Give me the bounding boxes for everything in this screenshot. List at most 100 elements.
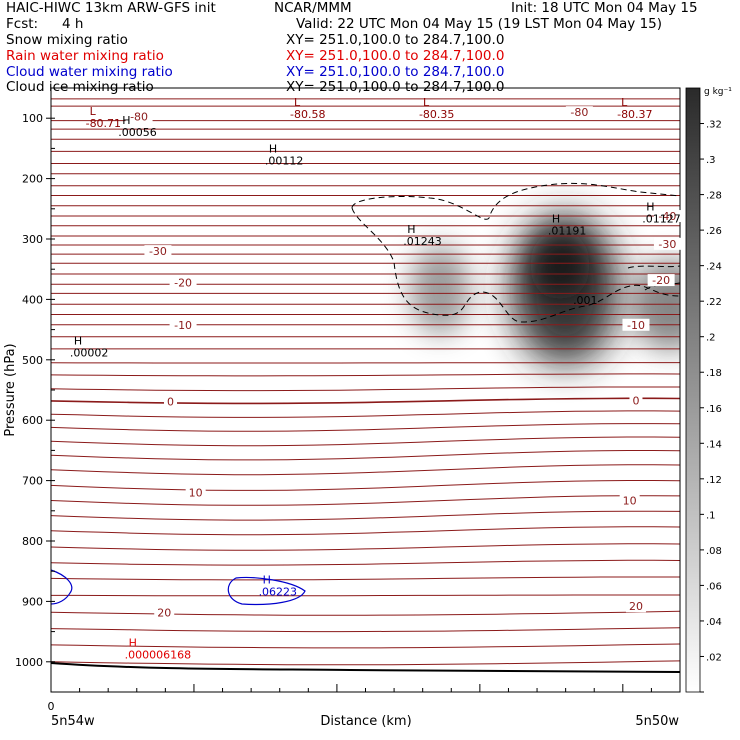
extremum-value: -80.71	[86, 117, 121, 130]
extremum-value: .01191	[548, 225, 587, 238]
y-tick-label: 500	[22, 354, 43, 367]
extremum-value: .00056	[118, 126, 157, 139]
field-name-snow: Snow mixing ratio	[6, 32, 128, 48]
colorbar-tick-label: .02	[706, 652, 722, 663]
y-tick-label: 800	[22, 535, 43, 548]
y-tick-label: 300	[22, 233, 43, 246]
field-xy-snow: XY= 251.0,100.0 to 284.7,100.0	[286, 32, 505, 48]
cloud-water-contour-center	[227, 576, 306, 606]
isotherm-line	[51, 480, 680, 491]
colorbar-tick-label: .18	[706, 368, 722, 379]
colorbar-unit: g kg⁻¹	[704, 87, 732, 97]
x-start-label: 5n54w	[51, 714, 95, 729]
label-backdrop	[629, 394, 643, 407]
isotherm-label: 20	[629, 600, 643, 613]
label-backdrop	[185, 486, 206, 499]
isotherm-label: -40	[658, 210, 676, 223]
snow-contour-label: .001	[573, 294, 598, 307]
pressure-axis: 100 200 300 400 500 600 700 800 900 1000	[15, 112, 55, 669]
extremum-value: .000006168	[125, 649, 191, 662]
isotherm-line	[51, 436, 680, 447]
isotherm-line	[51, 397, 680, 405]
isotherm-line	[51, 423, 680, 432]
extremum-marker: L	[621, 96, 628, 109]
y-tick-label: 900	[22, 595, 43, 608]
extremum-value: .01127	[642, 213, 681, 226]
cloud-ice-shading	[410, 215, 680, 365]
extremum-value: .06223	[259, 585, 298, 598]
isotherm-label: -20	[174, 276, 192, 289]
label-backdrop	[164, 395, 178, 408]
isotherm-line	[51, 450, 680, 461]
label-backdrop	[625, 600, 646, 613]
colorbar-tick-label: .32	[706, 120, 722, 131]
isotherm-line	[51, 464, 680, 476]
colorbar-tick-label: .12	[706, 475, 722, 486]
isotherm-line	[51, 526, 680, 536]
extremum-value: -80.37	[617, 108, 652, 121]
extremum-value: .00112	[265, 155, 304, 168]
label-backdrop	[622, 318, 650, 331]
temperature-contours	[51, 98, 680, 673]
terrain-line	[51, 662, 680, 673]
isotherm-label: 10	[189, 487, 203, 500]
field-xy-rain: XY= 251.0,100.0 to 284.7,100.0	[286, 48, 505, 64]
label-backdrop	[565, 106, 593, 119]
snow-contour-edge	[627, 265, 681, 291]
extremum-marker: H	[129, 637, 137, 650]
init-time: Init: 18 UTC Mon 04 May 15	[511, 0, 698, 16]
extremum-value: .00002	[70, 347, 109, 360]
model-title: HAIC-HIWC 13km ARW-GFS init	[6, 0, 216, 16]
label-backdrop	[169, 318, 197, 331]
extremum-value: -80.35	[419, 108, 454, 121]
isotherm-line	[51, 495, 680, 506]
extremum-value: -80.58	[290, 108, 325, 121]
valid-time: Valid: 22 UTC Mon 04 May 15 (19 LST Mon …	[296, 16, 663, 32]
colorbar: g kg⁻¹ .02 .04 .06 .08 .1 .12 .14 .16 .18 .2 .22 .2…	[685, 87, 732, 693]
isotherm-label: -80	[130, 110, 148, 123]
extremum-marker: H	[122, 114, 130, 127]
isotherm-label: 10	[623, 495, 637, 508]
y-tick-label: 200	[22, 173, 43, 186]
field-name-cloudice: Cloud ice mixing ratio	[6, 79, 154, 95]
x-tick-zero: 0	[48, 700, 55, 713]
colorbar-tick-label: .28	[706, 191, 722, 202]
isotherm-label: -80	[570, 106, 588, 119]
forecast-label: Fcst:	[6, 16, 39, 32]
isotherm-label: 0	[167, 395, 174, 408]
y-tick-label: 600	[22, 414, 43, 427]
field-name-cloudwater: Cloud water mixing ratio	[6, 64, 173, 80]
cloud-water-contour-edge	[50, 569, 73, 605]
distance-axis	[50, 684, 681, 692]
colorbar-tick-label: .24	[706, 262, 722, 273]
colorbar-tick-label: .26	[706, 226, 722, 237]
isotherm-line	[51, 543, 680, 551]
extremum-marker: L	[423, 96, 430, 109]
extremum-value: .01243	[403, 235, 442, 248]
org-label: NCAR/MMM	[274, 0, 352, 16]
isotherm-label: -10	[627, 319, 645, 332]
label-backdrop	[144, 245, 172, 258]
isotherm-label: 0	[632, 394, 639, 407]
extremum-marker: H	[407, 223, 415, 236]
extremum-marker: L	[90, 105, 97, 118]
colorbar-tick-label: .1	[706, 510, 716, 521]
extremum-marker: H	[552, 213, 560, 226]
colorbar-tick-label: .06	[706, 581, 722, 592]
y-axis-label: Pressure (hPa)	[3, 343, 18, 436]
x-end-label: 5n50w	[635, 714, 679, 729]
colorbar-tick-label: .3	[706, 155, 716, 166]
isotherm-line	[51, 373, 680, 377]
extremum-marker: H	[263, 573, 271, 586]
isotherm-label: -30	[658, 238, 676, 251]
isotherm-line	[51, 386, 680, 392]
colorbar-tick-label: .16	[706, 404, 722, 415]
label-backdrop	[653, 210, 681, 223]
forecast-hours: 4 h	[62, 16, 84, 32]
colorbar-tick-label: .08	[706, 546, 722, 557]
isotherm-line	[51, 576, 680, 581]
y-tick-label: 1000	[15, 656, 43, 669]
extremum-marker: H	[269, 143, 277, 156]
label-backdrop	[154, 606, 175, 619]
